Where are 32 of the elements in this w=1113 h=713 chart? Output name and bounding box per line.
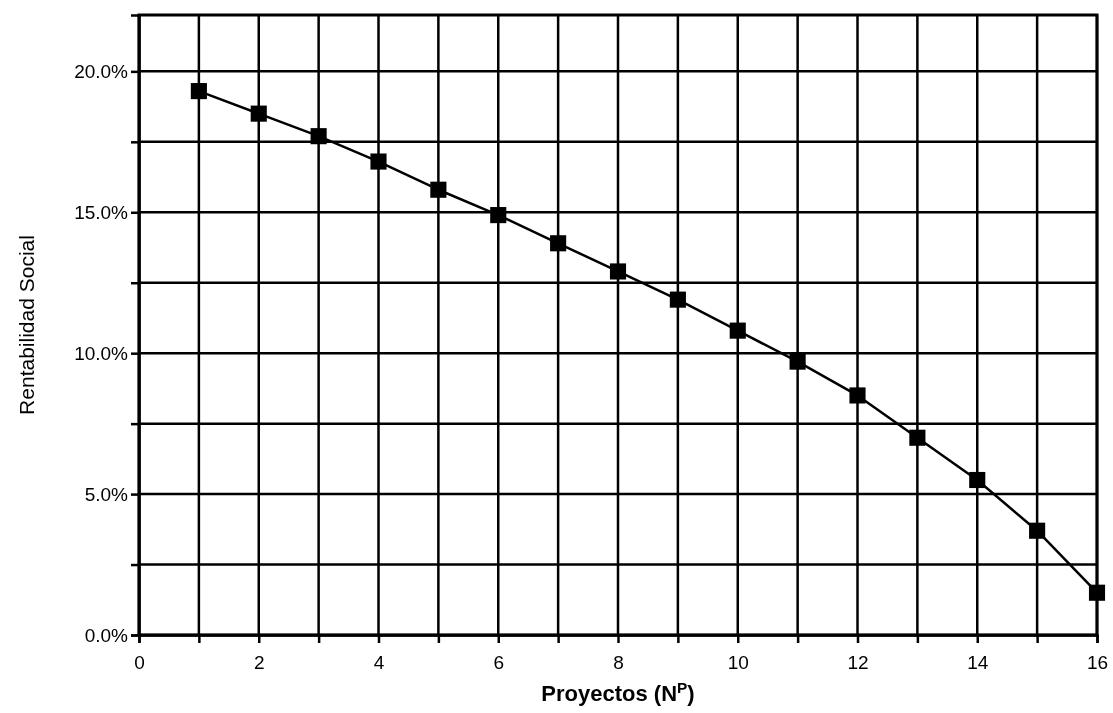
point bbox=[190, 83, 207, 100]
point bbox=[550, 235, 567, 252]
point bbox=[969, 471, 986, 489]
x-tick-label: 16 bbox=[1086, 651, 1109, 673]
point bbox=[490, 207, 507, 224]
y-tick-label: 5.0% bbox=[84, 483, 129, 505]
x-tick-label: 12 bbox=[847, 651, 869, 673]
y-tick-label: 0.0% bbox=[84, 624, 129, 646]
y-tick-label: 20.0% bbox=[74, 60, 129, 82]
point bbox=[250, 105, 267, 122]
x-tick-label: 6 bbox=[493, 651, 505, 673]
y-tick-label: 15.0% bbox=[74, 201, 129, 223]
point bbox=[370, 153, 387, 170]
point bbox=[310, 128, 327, 145]
point bbox=[1088, 584, 1106, 601]
x-tick-label: 8 bbox=[613, 651, 624, 673]
point bbox=[609, 263, 627, 280]
x-axis-title: Proyectos (N$^{P}$) bbox=[541, 678, 695, 706]
x-tick-label: 2 bbox=[253, 651, 265, 673]
y-axis-title: Rentabilidad Social bbox=[15, 235, 38, 415]
point bbox=[849, 387, 866, 404]
point bbox=[1029, 522, 1046, 539]
point bbox=[909, 429, 926, 446]
x-tick-label: 0 bbox=[134, 651, 145, 673]
x-tick-label: 4 bbox=[373, 651, 385, 673]
point bbox=[669, 291, 686, 308]
point bbox=[430, 181, 447, 198]
x-tick-label: 14 bbox=[967, 651, 989, 673]
y-tick-label: 10.0% bbox=[74, 342, 129, 364]
x-tick-label: 10 bbox=[727, 651, 749, 673]
point bbox=[729, 322, 746, 339]
point bbox=[789, 353, 806, 370]
